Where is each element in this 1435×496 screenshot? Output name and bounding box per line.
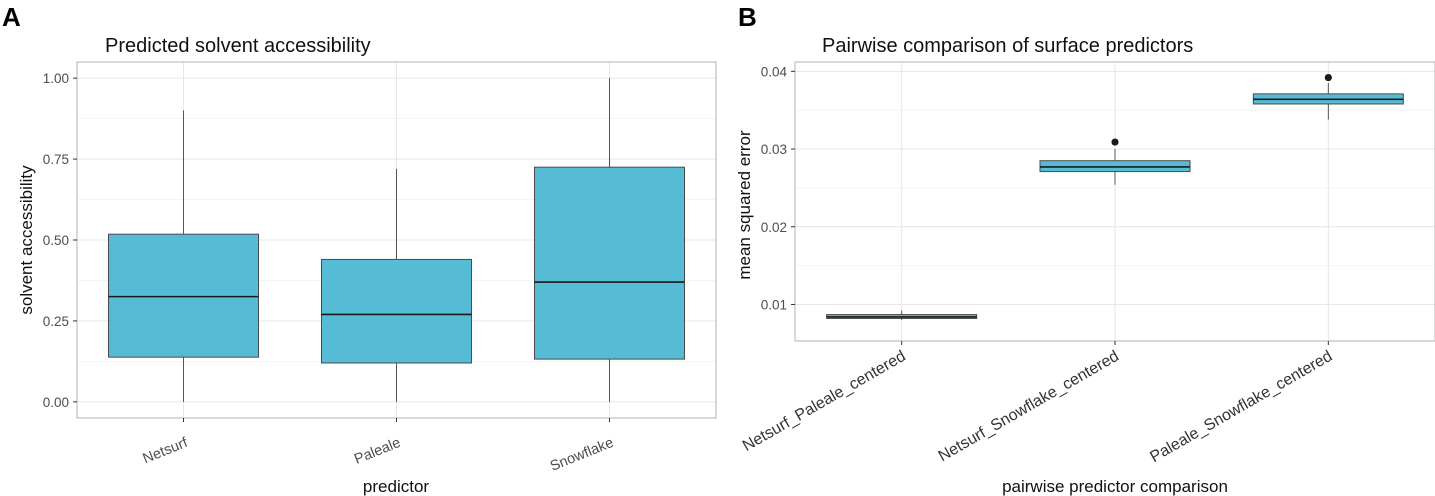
box-group-1 [826,310,978,321]
panel-b-letter: B [738,2,757,32]
y-tick-label: 0.03 [761,142,787,157]
box-iqr [108,233,259,358]
panel-a-y-axis-title: solvent accessibility [17,165,36,315]
panel-a-y-ticks: 0.00 0.25 0.50 0.75 1.00 [43,71,77,410]
y-tick-label: 0.50 [43,233,69,248]
box-outlier-point [1324,73,1332,82]
panel-b-boxes [826,73,1404,321]
y-tick-label: 0.02 [761,220,787,235]
panel-a-x-axis-title: predictor [363,477,429,496]
panel-b-y-ticks: 0.01 0.02 0.03 0.04 [761,64,795,312]
panel-b-y-axis-title: mean squared error [735,130,754,280]
panel-a-x-ticks: Netsurf Paleale Snowflake [141,418,616,475]
panel-a-title: Predicted solvent accessibility [105,35,371,57]
x-tick-label: Netsurf [141,435,191,468]
panel-b-title: Pairwise comparison of surface predictor… [822,35,1193,57]
x-tick-label: Paleale [352,435,403,468]
panel-a-boxes [108,78,685,402]
box-group-2 [321,168,472,402]
x-tick-label: Snowflake [548,435,616,475]
panel-b-gridlines [795,62,1435,341]
box-group-1 [108,110,259,402]
box-iqr [321,258,472,364]
y-tick-label: 1.00 [43,71,69,86]
box-group-3 [534,78,685,402]
box-group-2 [1039,138,1191,185]
y-tick-label: 0.00 [43,395,69,410]
panel-b-x-axis-title: pairwise predictor comparison [1002,477,1228,496]
y-tick-label: 0.04 [761,64,788,79]
x-tick-label: Netsurf_Snowflake_centered [936,348,1122,465]
panel-a-chart: A Predicted solvent accessibility 0.000.… [2,2,717,496]
y-tick-label: 0.75 [43,152,69,167]
y-tick-label: 0.25 [43,314,69,329]
x-tick-label: Netsurf_Paleale_centered [740,348,909,455]
box-group-3 [1252,73,1404,120]
x-tick-label: Paleale_Snowflake_centered [1147,348,1335,466]
panel-a-letter: A [2,2,21,32]
panel-b-chart: B Pairwise comparison of surface predict… [735,2,1435,496]
panel-b-x-ticks: Netsurf_Paleale_centered Netsurf_Snowflak… [740,341,1335,466]
box-outlier-point [1111,138,1119,146]
box-iqr [534,166,685,360]
y-tick-label: 0.01 [761,297,787,312]
